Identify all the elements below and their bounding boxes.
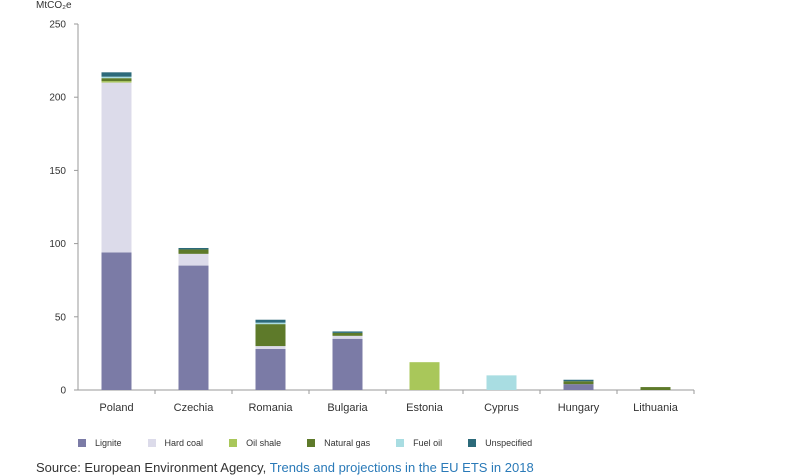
y-tick-label: 0	[60, 386, 66, 397]
bar-segment	[178, 265, 209, 390]
bar-segment	[101, 252, 132, 390]
x-tick-label: Poland	[99, 402, 133, 414]
legend-swatch	[307, 439, 316, 447]
bar-segment	[332, 335, 363, 339]
x-tick-label: Romania	[248, 402, 293, 414]
legend-item: Hard coal	[147, 438, 204, 448]
bar-segment	[332, 332, 363, 336]
bar-segment	[101, 76, 132, 79]
legend: Lignite Hard coal Oil shale Natural gas Fuel…	[78, 438, 558, 448]
legend-item: Oil shale	[229, 438, 281, 448]
legend-label: Lignite	[95, 438, 122, 448]
bar-segment	[101, 72, 132, 77]
legend-item: Unspecified	[468, 438, 532, 448]
legend-item: Natural gas	[307, 438, 370, 448]
legend-label: Natural gas	[324, 438, 371, 448]
bar-segment	[178, 253, 209, 266]
legend-swatch	[78, 439, 86, 447]
bar-segment	[563, 379, 594, 382]
bar-segment	[255, 349, 286, 390]
legend-label: Oil shale	[246, 438, 282, 448]
x-tick-label: Hungary	[558, 402, 600, 414]
legend-item: Fuel oil	[396, 438, 442, 448]
x-tick-label: Bulgaria	[327, 402, 368, 414]
bar-segment	[101, 81, 132, 83]
legend-item: Lignite	[78, 438, 122, 448]
legend-label: Fuel oil	[413, 438, 443, 448]
bar-segment	[255, 324, 286, 347]
bar-segment	[178, 247, 209, 250]
x-tick-label: Lithuania	[633, 402, 679, 414]
bar-segment	[255, 322, 286, 325]
bar-segment	[332, 338, 363, 390]
legend-swatch	[147, 439, 156, 447]
bar-segment	[255, 319, 286, 323]
y-tick-label: 50	[55, 312, 67, 323]
x-tick-label: Cyprus	[484, 402, 519, 414]
legend-swatch	[396, 439, 405, 447]
bar-segment	[178, 249, 209, 254]
bar-segment	[101, 78, 132, 82]
legend-swatch	[229, 439, 238, 447]
y-tick-label: 200	[49, 93, 66, 104]
bar-segment	[255, 346, 286, 350]
source-line: Source: European Environment Agency, Tre…	[36, 460, 534, 475]
bar-segment	[563, 384, 594, 390]
bar-segment	[563, 381, 594, 385]
legend-label: Unspecified	[485, 438, 533, 448]
source-prefix: Source: European Environment Agency,	[36, 460, 267, 475]
bar-segment	[101, 82, 132, 253]
y-tick-label: 150	[49, 166, 66, 177]
x-tick-label: Czechia	[174, 402, 215, 414]
source-link[interactable]: Trends and projections in the EU ETS in …	[269, 460, 534, 475]
x-tick-label: Estonia	[406, 402, 444, 414]
bar-segment	[640, 387, 671, 390]
y-tick-label: 250	[49, 20, 66, 31]
legend-label: Hard coal	[164, 438, 204, 448]
bar-segment	[486, 375, 517, 390]
y-axis-label: MtCO₂e	[36, 0, 72, 11]
y-tick-label: 100	[49, 239, 66, 250]
legend-swatch	[468, 439, 477, 447]
bar-segment	[409, 362, 440, 390]
bar-segment	[332, 331, 363, 333]
